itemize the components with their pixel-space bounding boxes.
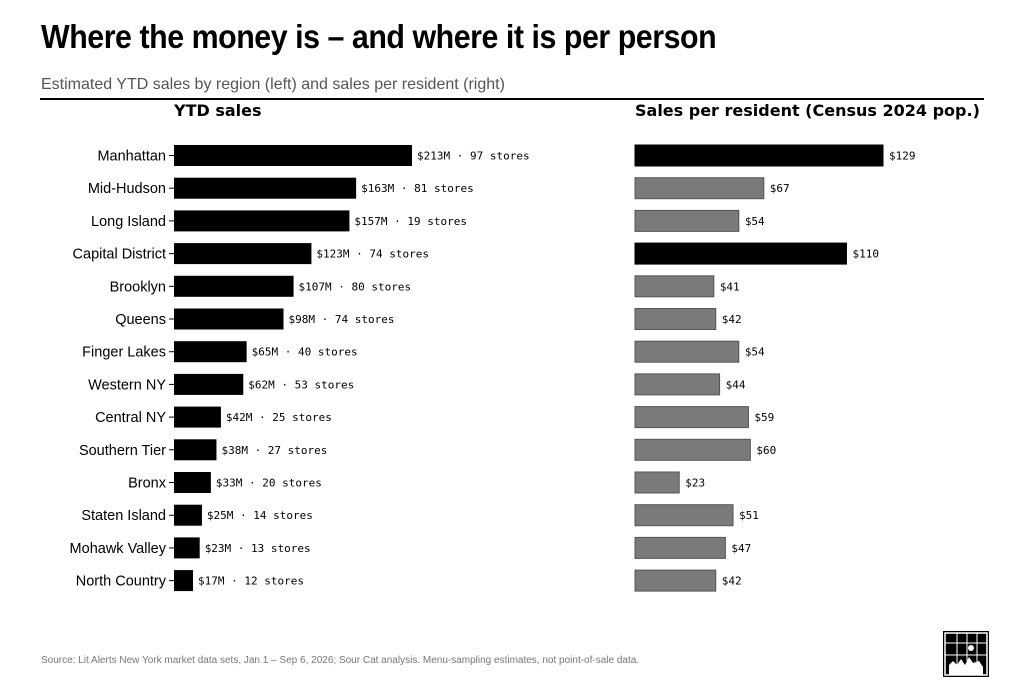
chart-title: Where the money is – and where it is per… xyxy=(41,18,717,55)
per-resident-bar xyxy=(634,536,726,559)
category-label: Southern Tier xyxy=(79,443,166,459)
category-label: Staten Island xyxy=(81,508,166,524)
ytd-sales-bar xyxy=(174,275,294,297)
ytd-sales-data-label: $123M · 74 stores xyxy=(316,248,429,261)
ytd-sales-bar xyxy=(174,308,284,330)
per-resident-bar xyxy=(634,308,717,330)
category-label: Long Island xyxy=(91,214,166,230)
per-resident-data-label: $42 xyxy=(722,313,742,326)
per-resident-bar xyxy=(634,144,884,167)
source-note: Source: Lit Alerts New York market data … xyxy=(41,655,640,666)
per-resident-bar xyxy=(634,340,740,363)
per-resident-bar xyxy=(634,209,740,232)
category-label: Capital District xyxy=(73,247,166,263)
per-resident-bar xyxy=(634,438,751,461)
sour-cat-logo xyxy=(943,631,989,677)
per-resident-bar xyxy=(634,471,680,494)
left-panel-title: YTD sales xyxy=(174,101,262,120)
ytd-sales-bar xyxy=(174,177,357,199)
per-resident-data-label: $110 xyxy=(852,248,879,261)
category-label: Queens xyxy=(115,312,166,328)
chart-subtitle: Estimated YTD sales by region (left) and… xyxy=(41,76,505,93)
ytd-sales-bar xyxy=(174,341,247,363)
category-label: North Country xyxy=(76,574,167,590)
per-resident-data-label: $60 xyxy=(756,444,776,457)
per-resident-data-label: $47 xyxy=(731,542,751,555)
per-resident-data-label: $129 xyxy=(889,150,916,163)
ytd-sales-data-label: $107M · 80 stores xyxy=(299,280,412,293)
ytd-sales-data-label: $17M · 12 stores xyxy=(198,575,304,588)
per-resident-bar xyxy=(634,406,749,429)
ytd-sales-data-label: $62M · 53 stores xyxy=(248,378,354,391)
right-panel-title: Sales per resident (Census 2024 pop.) xyxy=(635,101,980,120)
per-resident-data-label: $23 xyxy=(685,477,705,490)
ytd-sales-bar xyxy=(174,504,202,526)
per-resident-bar xyxy=(634,177,765,200)
category-label: Central NY xyxy=(95,410,166,426)
ytd-sales-data-label: $42M · 25 stores xyxy=(226,411,332,424)
per-resident-data-label: $51 xyxy=(739,509,759,522)
ytd-sales-data-label: $38M · 27 stores xyxy=(221,444,327,457)
ytd-sales-data-label: $157M · 19 stores xyxy=(354,215,467,228)
ytd-sales-data-label: $98M · 74 stores xyxy=(289,313,395,326)
ytd-sales-bar xyxy=(174,570,193,592)
ytd-sales-bar xyxy=(174,210,350,232)
category-label: Bronx xyxy=(128,476,167,492)
ytd-sales-bar xyxy=(174,373,244,395)
per-resident-data-label: $54 xyxy=(745,346,765,359)
ytd-sales-data-label: $23M · 13 stores xyxy=(205,542,311,555)
per-resident-data-label: $54 xyxy=(745,215,765,228)
category-label: Manhattan xyxy=(97,149,166,165)
ytd-sales-data-label: $163M · 81 stores xyxy=(361,182,474,195)
ytd-sales-bar xyxy=(174,439,217,461)
per-resident-data-label: $42 xyxy=(722,575,742,588)
ytd-sales-bar xyxy=(174,537,200,559)
ytd-sales-data-label: $25M · 14 stores xyxy=(207,509,313,522)
ytd-sales-bar xyxy=(174,472,211,493)
per-resident-data-label: $41 xyxy=(720,280,740,293)
ytd-sales-bar xyxy=(174,243,312,265)
per-resident-bar xyxy=(634,275,715,298)
per-resident-bar xyxy=(634,504,734,527)
category-label: Finger Lakes xyxy=(82,345,166,361)
ytd-sales-data-label: $213M · 97 stores xyxy=(417,150,530,163)
category-label: Brooklyn xyxy=(110,279,166,295)
per-resident-bar xyxy=(634,242,847,265)
ytd-sales-bar xyxy=(174,145,412,166)
category-label: Western NY xyxy=(88,377,166,393)
per-resident-data-label: $44 xyxy=(726,378,746,391)
ytd-sales-bar xyxy=(174,406,221,428)
per-resident-bar xyxy=(634,569,717,592)
ytd-sales-data-label: $65M · 40 stores xyxy=(252,346,358,359)
category-label: Mid-Hudson xyxy=(88,181,166,197)
per-resident-data-label: $59 xyxy=(754,411,774,424)
ytd-sales-data-label: $33M · 20 stores xyxy=(216,477,322,490)
per-resident-data-label: $67 xyxy=(770,182,790,195)
category-label: Mohawk Valley xyxy=(70,541,167,557)
header-rule xyxy=(40,98,984,100)
per-resident-bar xyxy=(634,373,721,396)
